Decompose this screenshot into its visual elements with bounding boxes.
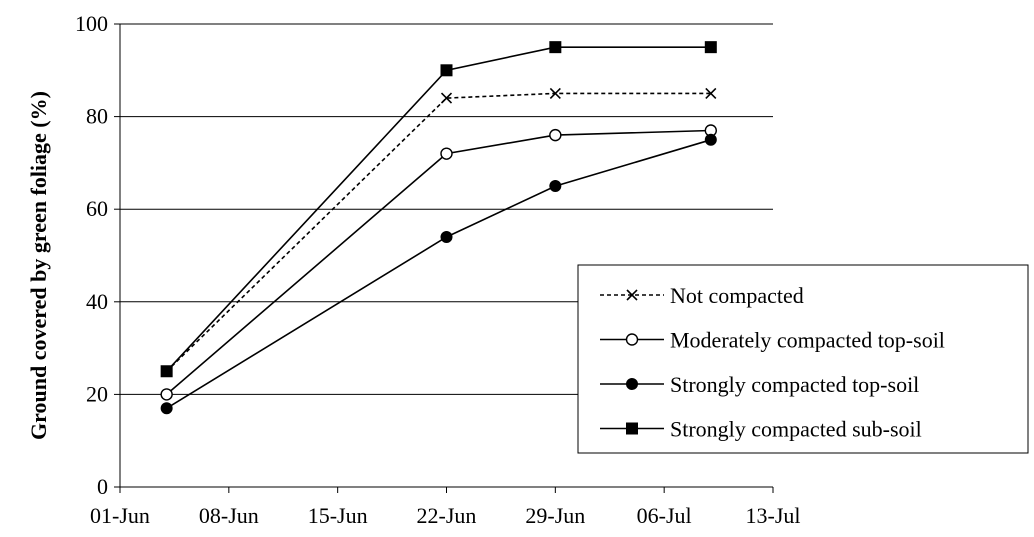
data-point-marker [549,180,562,193]
data-point-marker [440,64,453,77]
series-line-4 [166,46,711,372]
data-point-marker [440,92,453,104]
data-point-marker [549,87,561,100]
series-line-2 [166,129,711,396]
data-point-marker [440,147,453,160]
data-point-marker [160,402,173,415]
x-tick-label: 13-Jul [746,503,801,528]
y-axis-title: Ground covered by green foliage (%) [26,91,51,440]
x-tick-label: 22-Jun [417,503,477,528]
y-tick-label: 100 [75,11,108,36]
legend-item: Moderately compacted top-soil [600,328,945,353]
legend-marker-swatch [625,333,639,346]
x-tick-label: 06-Jul [637,503,692,528]
series-line-1 [166,92,711,372]
y-tick-label: 0 [97,474,108,499]
x-tick-label: 15-Jun [308,503,368,528]
legend-label: Strongly compacted top-soil [670,372,919,397]
legend-item: Strongly compacted top-soil [600,372,919,397]
legend-marker-swatch [626,289,638,301]
legend: Not compacted Moderately compacted top-so… [577,264,1029,454]
legend-label: Moderately compacted top-soil [670,328,945,353]
data-point-marker [705,87,717,100]
data-point-marker [549,41,562,54]
legend-label: Not compacted [670,283,804,308]
x-tick-label: 08-Jun [199,503,259,528]
data-point-marker [160,365,173,378]
legend-label: Strongly compacted sub-soil [670,417,922,442]
y-tick-label: 60 [86,196,108,221]
legend-box [577,264,1029,454]
series-markers [160,41,718,415]
legend-marker-swatch [626,422,638,435]
data-point-marker [440,230,453,243]
y-tick-label: 40 [86,289,108,314]
x-tick-label: 29-Jun [525,503,585,528]
legend-item: Not compacted [600,283,804,308]
axes: 0 20 40 60 80 100 01-Jun 08-Jun 15-Jun 22-Jun 29-J… [75,11,801,528]
data-point-marker [704,41,717,54]
series-line-3 [166,139,712,409]
legend-marker-swatch [626,378,638,390]
data-point-marker [160,388,173,401]
data-point-marker [704,133,717,146]
series-lines [166,46,712,409]
y-tick-label: 80 [86,104,108,129]
y-tick-label: 20 [86,381,108,406]
legend-item: Strongly compacted sub-soil [600,417,922,442]
data-point-marker [549,128,562,142]
x-tick-label: 01-Jun [90,503,150,528]
